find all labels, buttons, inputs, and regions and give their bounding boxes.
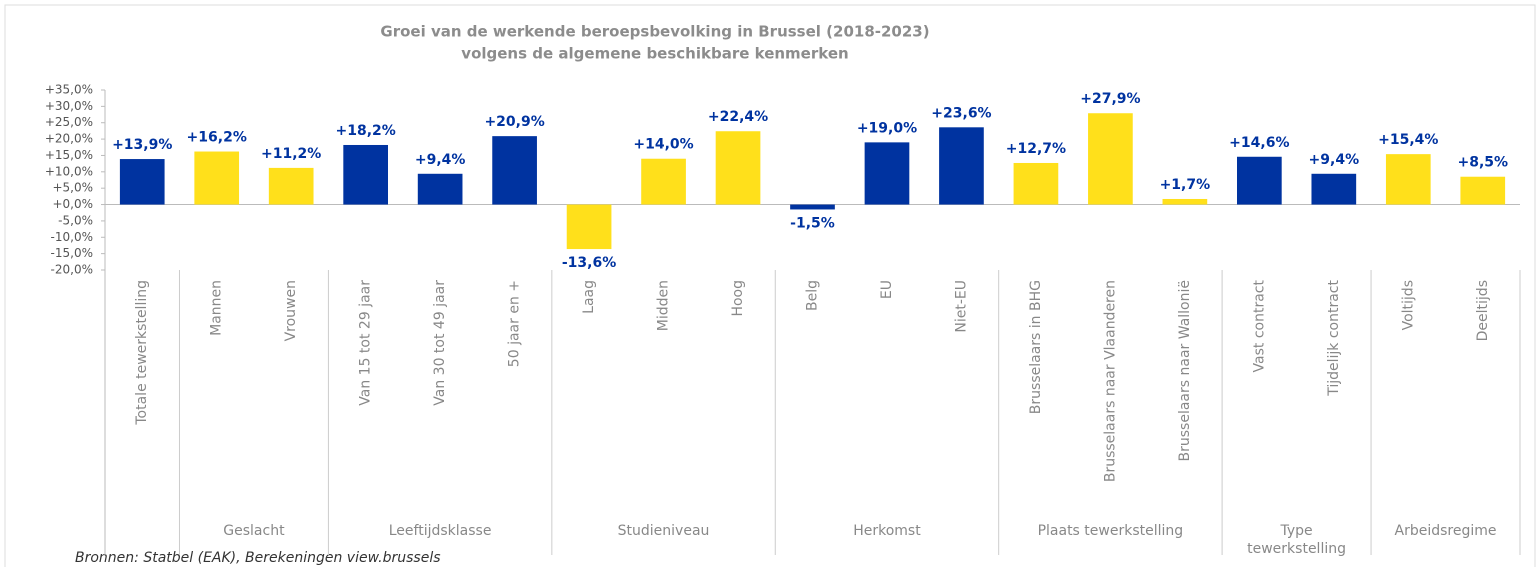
bar <box>1237 156 1282 205</box>
value-label: +16,2% <box>187 130 247 146</box>
value-label: +27,9% <box>1080 91 1140 107</box>
y-tick-label: +0,0% <box>52 197 93 211</box>
bar <box>790 204 835 210</box>
bar <box>566 204 612 250</box>
bar <box>715 131 761 205</box>
x-tick-label: Voltijds <box>1400 280 1416 330</box>
x-tick-label: Midden <box>656 280 672 331</box>
x-tick-label: Belg <box>805 280 821 311</box>
value-label: +13,9% <box>112 137 172 153</box>
value-label: +18,2% <box>336 123 396 139</box>
y-tick-label: +5,0% <box>52 181 93 195</box>
y-tick-label: +15,0% <box>45 148 93 162</box>
chart-border <box>4 4 1536 567</box>
x-tick-label: Brusselaars in BHG <box>1028 280 1044 414</box>
bar <box>492 136 537 205</box>
value-label: +8,5% <box>1457 155 1508 171</box>
x-tick-label: Vast contract <box>1251 279 1267 372</box>
bar <box>1088 113 1133 205</box>
value-label: +15,4% <box>1378 132 1438 148</box>
value-label: +22,4% <box>708 109 768 125</box>
y-tick-label: -10,0% <box>51 230 93 244</box>
bar <box>417 173 463 205</box>
y-tick-label: -15,0% <box>51 246 93 260</box>
value-label: +9,4% <box>1309 152 1360 168</box>
x-tick-label: Mannen <box>209 280 225 336</box>
bar <box>1013 162 1059 205</box>
x-tick-label: Brusselaars naar Vlaanderen <box>1102 280 1118 482</box>
x-tick-label: Van 15 tot 29 jaar <box>358 280 374 406</box>
value-label: +12,7% <box>1006 141 1066 157</box>
bar <box>268 167 314 205</box>
bar <box>343 144 388 205</box>
x-tick-label: Brusselaars naar Wallonië <box>1177 280 1193 461</box>
y-tick-label: -5,0% <box>58 213 93 227</box>
bar <box>1162 198 1208 205</box>
value-label: +1,7% <box>1160 177 1211 193</box>
group-label: Leeftijdsklasse <box>388 523 492 539</box>
y-tick-label: -20,0% <box>51 263 93 277</box>
value-label: +14,6% <box>1229 135 1289 151</box>
group-label: Arbeidsregime <box>1394 523 1497 539</box>
x-tick-label: Vrouwen <box>283 280 299 341</box>
x-tick-label: EU <box>879 280 895 299</box>
value-label: +11,2% <box>261 146 321 162</box>
x-tick-label: Laag <box>581 280 597 314</box>
y-tick-label: +30,0% <box>45 99 93 113</box>
value-label: +23,6% <box>931 105 991 121</box>
x-tick-label: Totale tewerkstelling <box>134 280 150 426</box>
bar <box>1385 154 1431 205</box>
source-note: Bronnen: Statbel (EAK), Berekeningen vie… <box>75 550 441 566</box>
value-label: +20,9% <box>484 114 544 130</box>
y-tick-label: +35,0% <box>45 83 93 97</box>
x-tick-label: 50 jaar en + <box>507 280 523 367</box>
value-label: -1,5% <box>790 215 835 231</box>
x-tick-label: Deeltijds <box>1475 280 1491 341</box>
bar <box>119 159 165 205</box>
group-label: Geslacht <box>223 523 285 539</box>
bar <box>939 127 984 205</box>
value-label: -13,6% <box>562 255 616 271</box>
group-label: Type tewerkstelling <box>1247 523 1346 557</box>
group-label: Plaats tewerkstelling <box>1037 523 1184 539</box>
value-label: +14,0% <box>633 137 693 153</box>
y-tick-label: +10,0% <box>45 164 93 178</box>
bar <box>641 158 686 205</box>
x-tick-label: Tijdelijk contract <box>1326 279 1342 396</box>
bar <box>1311 173 1357 205</box>
group-label: Herkomst <box>853 523 921 539</box>
bar <box>1460 176 1506 205</box>
group-label: Studieniveau <box>617 523 710 539</box>
chart-title: Groei van de werkende beroepsbevolking i… <box>380 23 929 41</box>
value-label: +19,0% <box>857 120 917 136</box>
y-tick-label: +20,0% <box>45 132 93 146</box>
x-tick-label: Van 30 tot 49 jaar <box>432 280 448 406</box>
x-tick-label: Hoog <box>730 280 746 317</box>
chart-subtitle: volgens de algemene beschikbare kenmerke… <box>461 45 848 63</box>
y-tick-label: +25,0% <box>45 115 93 129</box>
value-label: +9,4% <box>415 152 466 168</box>
x-tick-label: Niet-EU <box>953 280 969 333</box>
bar <box>864 142 910 205</box>
bar <box>194 151 240 205</box>
